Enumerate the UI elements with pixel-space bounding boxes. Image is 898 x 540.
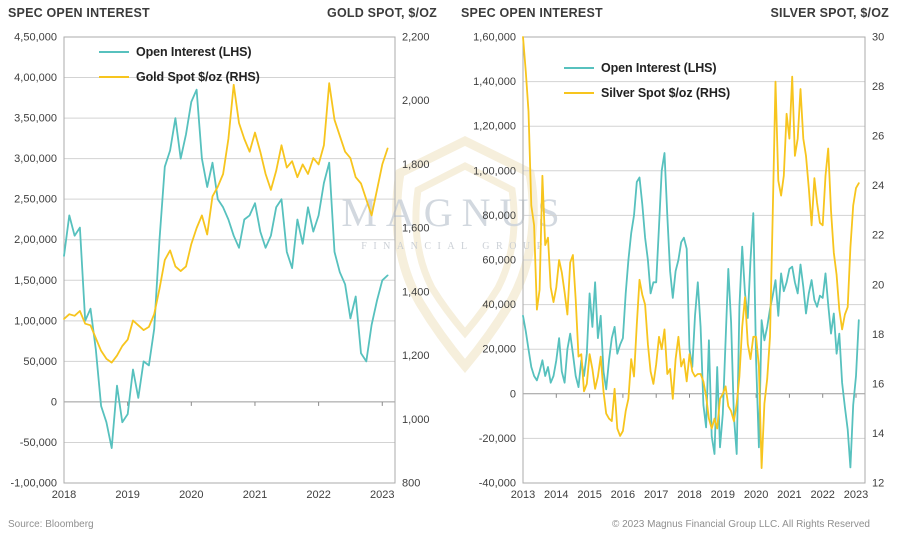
y-left-tick-label: 1,40,000 xyxy=(473,76,516,88)
x-tick-label: 2023 xyxy=(370,489,394,501)
gold-chart-legend: Open Interest (LHS) Gold Spot $/oz (RHS) xyxy=(99,45,260,95)
legend-row: Open Interest (LHS) xyxy=(564,61,730,75)
x-tick-label: 2020 xyxy=(179,489,203,501)
x-tick-label: 2021 xyxy=(777,489,801,501)
y-right-tick-label: 800 xyxy=(402,478,420,490)
open-interest-line xyxy=(63,88,389,450)
legend-label-silver-spot: Silver Spot $/oz (RHS) xyxy=(601,86,731,100)
y-right-tick-label: 28 xyxy=(872,81,884,93)
magnus-shield-watermark xyxy=(392,135,538,374)
legend-row: Open Interest (LHS) xyxy=(99,45,260,59)
y-right-tick-label: 30 xyxy=(872,32,884,44)
gold-chart: 4,50,000 4,00,000 3,50,000 3,00,000 2,50,000… xyxy=(11,32,430,502)
y-right-tick-label: 16 xyxy=(872,378,884,390)
open-interest-swatch xyxy=(99,50,129,54)
y-left-tick-label: 0 xyxy=(51,396,57,408)
y-left-tick-label: 4,00,000 xyxy=(14,72,57,84)
silver-spot-swatch xyxy=(564,91,594,95)
x-tick-label: 2017 xyxy=(644,489,668,501)
x-tick-label: 2019 xyxy=(115,489,139,501)
y-right-tick-label: 1,000 xyxy=(402,414,430,426)
x-tick-label: 2023 xyxy=(844,489,868,501)
metal-spot-line xyxy=(63,82,389,364)
source-attribution: Source: Bloomberg xyxy=(8,519,94,530)
y-left-tick-label: 1,50,000 xyxy=(14,275,57,287)
y-right-tick-label: 1,600 xyxy=(402,223,430,235)
y-left-tick-label: 3,50,000 xyxy=(14,113,57,125)
x-tick-label: 2021 xyxy=(243,489,267,501)
legend-label-gold-spot: Gold Spot $/oz (RHS) xyxy=(136,70,260,84)
y-left-tick-label: 4,50,000 xyxy=(14,32,57,44)
open-interest-line xyxy=(522,152,860,469)
y-right-tick-label: 12 xyxy=(872,478,884,490)
y-right-tick-label: 1,800 xyxy=(402,159,430,171)
y-left-tick-label: 2,50,000 xyxy=(14,194,57,206)
watermark-financial-group-text: FINANCIAL GROUP xyxy=(361,241,549,252)
y-right-tick-label: 2,000 xyxy=(402,95,430,107)
y-right-tick-label: 1,200 xyxy=(402,350,430,362)
y-left-tick-label: 1,20,000 xyxy=(473,121,516,133)
y-left-tick-label: 60,000 xyxy=(482,255,516,267)
y-left-tick-label: 40,000 xyxy=(482,299,516,311)
x-tick-label: 2013 xyxy=(511,489,535,501)
y-left-tick-label: 2,00,000 xyxy=(14,234,57,246)
gold-chart-title-right: GOLD SPOT, $/OZ xyxy=(327,6,437,20)
y-right-tick-label: 2,200 xyxy=(402,32,430,44)
x-tick-label: 2022 xyxy=(306,489,330,501)
gold-spot-swatch xyxy=(99,75,129,79)
y-right-tick-label: 22 xyxy=(872,230,884,242)
y-right-tick-label: 18 xyxy=(872,329,884,341)
plot-border xyxy=(63,36,396,484)
x-tick-label: 2016 xyxy=(611,489,635,501)
metal-spot-line xyxy=(522,36,860,470)
y-left-tick-label: 3,00,000 xyxy=(14,153,57,165)
y-left-tick-label: 0 xyxy=(510,388,516,400)
y-right-tick-label: 26 xyxy=(872,131,884,143)
y-right-tick-label: 1,400 xyxy=(402,286,430,298)
y-left-tick-label: 1,00,000 xyxy=(473,165,516,177)
y-right-tick-label: 20 xyxy=(872,279,884,291)
open-interest-swatch xyxy=(564,66,594,70)
shield-inner-outline xyxy=(412,162,518,339)
x-tick-label: 2019 xyxy=(711,489,735,501)
legend-row: Gold Spot $/oz (RHS) xyxy=(99,70,260,84)
copyright-notice: © 2023 Magnus Financial Group LLC. All R… xyxy=(611,519,870,530)
silver-chart-title-left: SPEC OPEN INTEREST xyxy=(461,6,603,20)
x-tick-label: 2020 xyxy=(744,489,768,501)
gold-chart-title-left: SPEC OPEN INTEREST xyxy=(8,6,150,20)
y-left-tick-label: -20,000 xyxy=(479,433,516,445)
plot-border xyxy=(522,36,866,484)
silver-chart-title-right: SILVER SPOT, $/OZ xyxy=(770,6,889,20)
x-tick-label: 2022 xyxy=(810,489,834,501)
y-left-tick-label: -50,000 xyxy=(20,437,57,449)
y-left-tick-label: 1,00,000 xyxy=(14,315,57,327)
y-left-tick-label: 80,000 xyxy=(482,210,516,222)
silver-chart-legend: Open Interest (LHS) Silver Spot $/oz (RH… xyxy=(564,61,730,111)
y-left-tick-label: -1,00,000 xyxy=(11,478,57,490)
x-tick-label: 2015 xyxy=(577,489,601,501)
x-tick-label: 2018 xyxy=(52,489,76,501)
silver-chart: 1,60,000 1,40,000 1,20,000 1,00,000 80,000 60… xyxy=(473,32,884,502)
y-right-tick-label: 24 xyxy=(872,180,884,192)
y-left-tick-label: 20,000 xyxy=(482,344,516,356)
legend-row: Silver Spot $/oz (RHS) xyxy=(564,86,730,100)
x-tick-label: 2018 xyxy=(677,489,701,501)
shield-outer-outline xyxy=(392,135,538,374)
y-left-tick-label: -40,000 xyxy=(479,478,516,490)
y-left-tick-label: 50,000 xyxy=(23,356,57,368)
y-right-tick-label: 14 xyxy=(872,428,884,440)
x-tick-label: 2014 xyxy=(544,489,568,501)
y-left-tick-label: 1,60,000 xyxy=(473,32,516,44)
legend-label-open-interest: Open Interest (LHS) xyxy=(601,61,717,75)
legend-label-open-interest: Open Interest (LHS) xyxy=(136,45,252,59)
